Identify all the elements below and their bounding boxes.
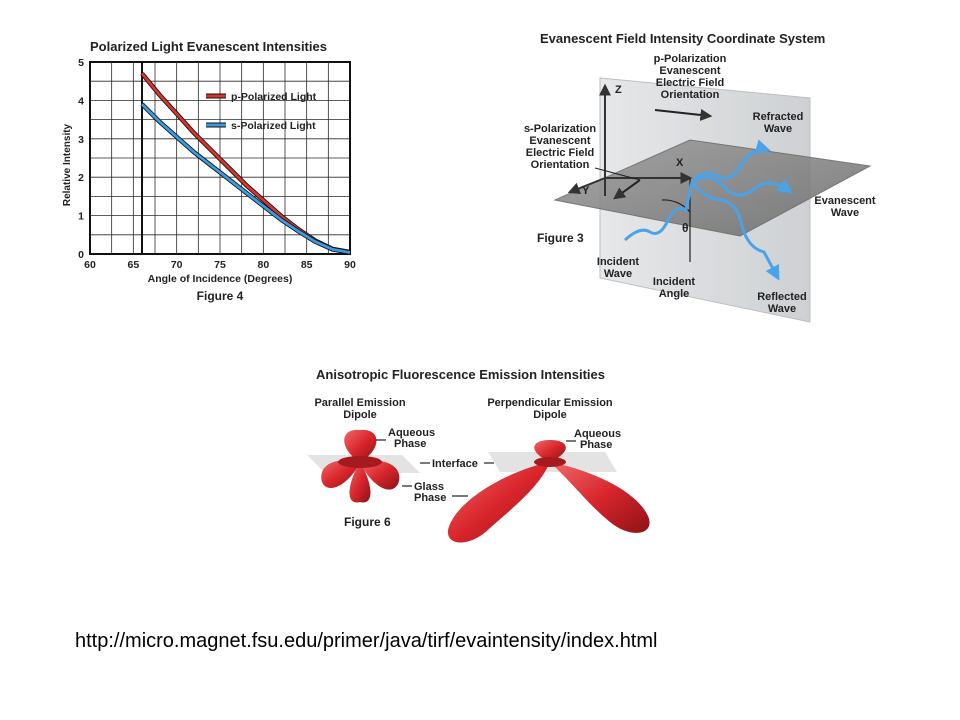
figure6-title: Anisotropic Fluorescence Emission Intens… [316,367,605,382]
parallel-line1: Parallel Emission [314,397,405,409]
incident-line2: Wave [604,268,632,280]
incident-line1: Incident [597,256,640,268]
interface-plane [553,139,872,237]
glass-line1: Glass [414,481,444,493]
y-tick-label: 2 [78,172,84,184]
p-pol-line1: p-Polarization [654,53,727,65]
aqueous-left-line2: Phase [394,438,426,450]
s-polarization-leader [594,167,641,181]
perpendicular-line1: Perpendicular Emission [487,397,613,409]
p-pol-line2: Evanescent [659,65,720,77]
reflected-line2: Wave [768,303,796,315]
x-tick-label: 90 [344,259,356,271]
glass-line2: Phase [414,492,446,504]
figure4-caption: Figure 4 [197,289,244,303]
legend-label: p-Polarized Light [231,91,317,103]
figure3-caption: Figure 3 [537,231,584,245]
s-pol-line3: Electric Field [526,147,594,159]
s-polarization-arrow [613,179,641,200]
s-pol-line1: s-Polarization [524,123,596,135]
figure4-chart: Polarized Light Evanescent Intensities 6… [62,39,356,303]
reflected-line1: Reflected [757,291,807,303]
aqueous-right-line1: Aqueous [574,428,621,440]
y-tick-label: 4 [78,95,84,107]
y-tick-label: 1 [78,211,84,223]
aqueous-right-line2: Phase [580,439,612,451]
parallel-dipole-lobes [321,429,400,503]
incident-angle-line2: Angle [659,288,690,300]
y-tick-label: 5 [78,57,84,69]
refracted-line2: Wave [764,123,792,135]
perpendicular-line2: Dipole [533,409,567,421]
legend-label: s-Polarized Light [231,120,316,132]
y-tick-label: 3 [78,134,84,146]
y-axis-label: Relative Intensity [62,123,73,206]
figure3-title: Evanescent Field Intensity Coordinate Sy… [540,31,825,46]
x-tick-label: 60 [84,259,96,271]
reflected-wave [690,181,780,281]
tick-labels: 60 65 70 75 80 85 90 0 1 2 3 4 5 [78,57,356,271]
evanescent-wave [691,175,793,197]
figure4-title: Polarized Light Evanescent Intensities [90,39,327,54]
p-pol-line4: Orientation [661,89,720,101]
evanescent-line2: Wave [831,207,859,219]
s-pol-line2: Evanescent [529,135,590,147]
refracted-wave [690,139,771,184]
p-pol-line3: Electric Field [656,77,724,89]
x-axis-label-f3: X [676,157,684,169]
incident-wave [623,181,694,242]
legend: p-Polarized Light s-Polarized Light [206,91,317,132]
series-s-polarized [141,103,351,254]
x-tick-label: 80 [257,259,269,271]
figure3-diagram: Evanescent Field Intensity Coordinate Sy… [524,31,876,323]
theta-label: θ [682,221,689,235]
x-tick-label: 85 [301,259,313,271]
s-pol-line4: Orientation [531,159,590,171]
figure6-diagram: Anisotropic Fluorescence Emission Intens… [307,367,650,543]
y-axis-label-f3: Y [582,185,590,197]
incident-angle-line1: Incident [653,276,696,288]
z-axis-label: Z [615,84,622,96]
y-tick-label: 0 [78,249,84,261]
x-tick-label: 75 [214,259,226,271]
evanescent-line1: Evanescent [814,195,875,207]
x-tick-label: 65 [127,259,139,271]
p-polarization-arrow [654,108,713,121]
grid-lines [90,62,350,254]
refracted-line1: Refracted [753,111,804,123]
x-axis-label: Angle of Incidence (Degrees) [148,273,293,285]
x-tick-label: 70 [171,259,183,271]
series-lines [140,72,351,255]
parallel-line2: Dipole [343,409,377,421]
source-url: http://micro.magnet.fsu.edu/primer/java/… [75,630,658,652]
incident-angle-arc [661,199,691,213]
y-axis [567,177,606,195]
aqueous-left-line1: Aqueous [388,427,435,439]
perpendicular-dipole-lobes [447,440,650,543]
interface-label: Interface [432,458,478,470]
figure6-caption: Figure 6 [344,515,391,529]
